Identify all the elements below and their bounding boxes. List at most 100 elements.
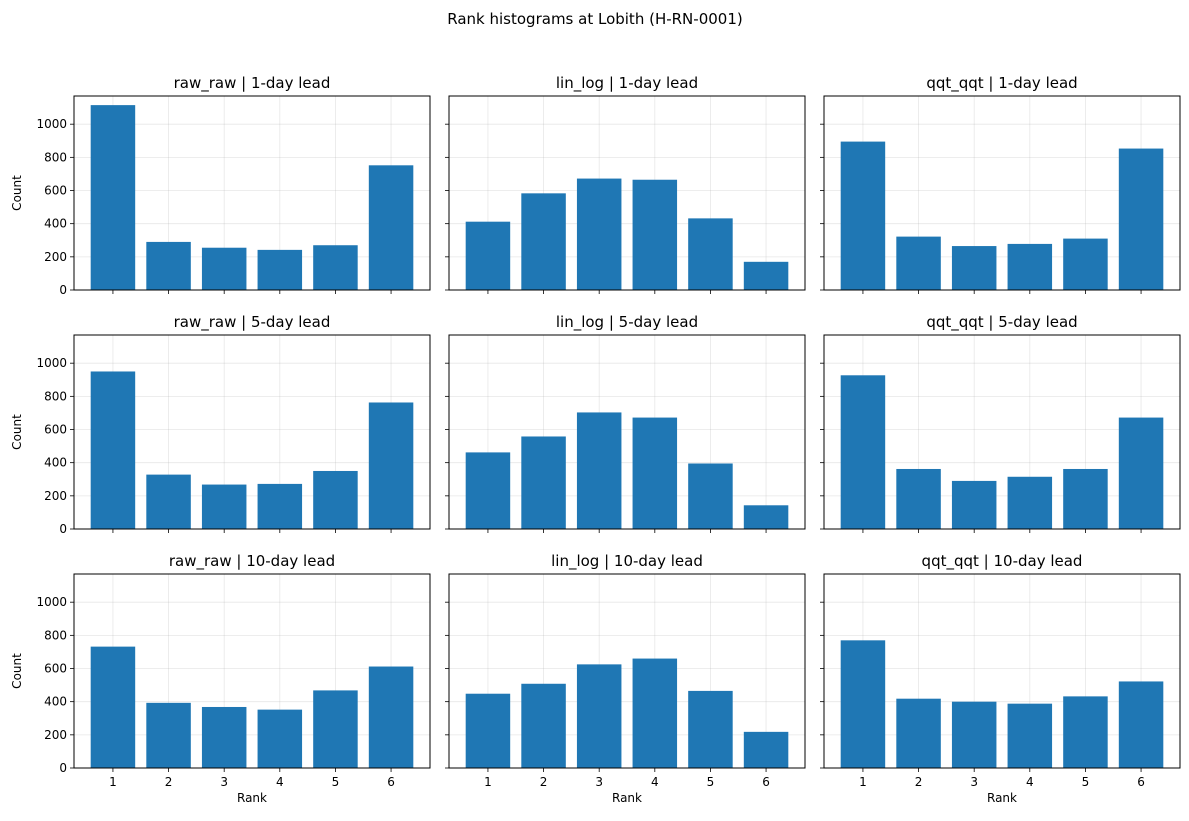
bar-rank-6 xyxy=(743,731,789,768)
y-tick-label: 200 xyxy=(44,728,67,742)
bar-rank-5 xyxy=(1063,468,1108,529)
subplot-title: qqt_qqt | 1-day lead xyxy=(926,74,1077,93)
y-tick-label: 200 xyxy=(44,489,67,503)
y-tick-label: 0 xyxy=(59,522,67,536)
axes-frame xyxy=(823,573,1181,769)
x-tick-label: 1 xyxy=(859,775,867,789)
bar-rank-2 xyxy=(896,698,941,768)
bar-rank-5 xyxy=(688,690,733,768)
y-tick-label: 800 xyxy=(44,389,67,403)
bar-rank-3 xyxy=(576,664,622,768)
x-tick-label: 1 xyxy=(484,775,492,789)
x-axis-label: Rank xyxy=(987,791,1017,805)
bar-rank-4 xyxy=(1007,476,1053,529)
subplot-2-3: qqt_qqt | 5-day lead xyxy=(820,313,1181,533)
axes-frame xyxy=(73,334,431,530)
x-tick-label: 6 xyxy=(387,775,395,789)
subplot-title: raw_raw | 5-day lead xyxy=(174,313,331,332)
axes-frame xyxy=(73,95,431,291)
y-tick-label: 1000 xyxy=(36,117,67,131)
bar-rank-3 xyxy=(576,412,622,529)
subplot-3-3: 1 2 3 4 5 6 qqt_qqt | 10-day lead Rank xyxy=(820,552,1181,805)
bar-rank-5 xyxy=(313,690,358,768)
y-tick-label: 0 xyxy=(59,761,67,775)
bar-rank-2 xyxy=(896,236,941,290)
bar-rank-3 xyxy=(201,247,247,290)
y-tick-label: 400 xyxy=(44,695,67,709)
bar-rank-4 xyxy=(257,709,303,768)
axes-frame xyxy=(448,573,806,769)
bar-rank-2 xyxy=(146,474,191,529)
bar-rank-1 xyxy=(465,452,511,529)
bar-rank-2 xyxy=(896,468,941,529)
bar-rank-6 xyxy=(1118,148,1164,290)
axes-frame xyxy=(73,573,431,769)
bar-rank-6 xyxy=(368,666,414,768)
y-tick-label: 600 xyxy=(44,423,67,437)
figure-suptitle: Rank histograms at Lobith (H-RN-0001) xyxy=(447,10,742,28)
x-tick-label: 5 xyxy=(1082,775,1090,789)
bar-rank-3 xyxy=(201,484,247,529)
bar-rank-4 xyxy=(632,179,678,290)
subplot-title: lin_log | 1-day lead xyxy=(556,74,698,93)
bar-rank-3 xyxy=(951,701,997,768)
y-tick-label: 800 xyxy=(44,628,67,642)
bar-rank-6 xyxy=(743,261,789,290)
bar-rank-1 xyxy=(90,371,136,529)
bar-rank-4 xyxy=(1007,703,1053,768)
y-tick-label: 600 xyxy=(44,662,67,676)
subplot-2-2: lin_log | 5-day lead xyxy=(445,313,806,533)
bar-rank-1 xyxy=(465,221,511,290)
x-tick-label: 2 xyxy=(915,775,923,789)
x-tick-label: 2 xyxy=(540,775,548,789)
bar-rank-3 xyxy=(951,480,997,529)
subplot-title: qqt_qqt | 5-day lead xyxy=(926,313,1077,332)
axes-frame xyxy=(448,334,806,530)
subplot-1-1: 0 200 400 600 800 1000 raw_raw | 1-day lead Cou… xyxy=(10,74,431,297)
bar-rank-3 xyxy=(951,246,997,290)
x-tick-label: 4 xyxy=(651,775,659,789)
bar-rank-2 xyxy=(521,193,566,290)
bar-rank-4 xyxy=(257,249,303,290)
x-axis-label: Rank xyxy=(612,791,642,805)
bar-rank-1 xyxy=(90,105,136,290)
bar-rank-6 xyxy=(368,402,414,529)
x-tick-label: 5 xyxy=(707,775,715,789)
bar-rank-2 xyxy=(521,436,566,529)
y-tick-label: 400 xyxy=(44,217,67,231)
axes-frame xyxy=(823,95,1181,291)
bar-rank-5 xyxy=(688,218,733,290)
x-tick-label: 1 xyxy=(109,775,117,789)
bar-rank-6 xyxy=(368,165,414,290)
bar-rank-1 xyxy=(465,693,511,768)
y-axis-label: Count xyxy=(10,175,24,211)
x-tick-label: 3 xyxy=(220,775,228,789)
y-axis-label: Count xyxy=(10,653,24,689)
bar-rank-4 xyxy=(632,417,678,529)
x-tick-label: 3 xyxy=(595,775,603,789)
x-tick-label: 2 xyxy=(165,775,173,789)
y-tick-label: 1000 xyxy=(36,356,67,370)
x-axis-label: Rank xyxy=(237,791,267,805)
x-tick-label: 5 xyxy=(332,775,340,789)
bar-rank-5 xyxy=(1063,238,1108,290)
y-axis-label: Count xyxy=(10,414,24,450)
bar-rank-4 xyxy=(632,658,678,768)
x-tick-label: 3 xyxy=(970,775,978,789)
bar-rank-4 xyxy=(1007,243,1053,290)
subplot-title: lin_log | 5-day lead xyxy=(556,313,698,332)
subplot-title: raw_raw | 1-day lead xyxy=(174,74,331,93)
bar-rank-1 xyxy=(840,640,886,768)
bar-rank-3 xyxy=(576,178,622,290)
bar-rank-5 xyxy=(313,470,358,529)
subplot-title: qqt_qqt | 10-day lead xyxy=(922,552,1083,571)
subplot-title: raw_raw | 10-day lead xyxy=(169,552,335,571)
x-tick-label: 4 xyxy=(1026,775,1034,789)
bar-rank-6 xyxy=(1118,417,1164,529)
bar-rank-5 xyxy=(1063,696,1108,768)
bar-rank-1 xyxy=(840,375,886,529)
subplot-1-3: qqt_qqt | 1-day lead xyxy=(820,74,1181,294)
subplot-2-1: 0 200 400 600 800 1000 raw_raw | 5-day lead Cou… xyxy=(10,313,431,536)
bar-rank-6 xyxy=(743,505,789,529)
